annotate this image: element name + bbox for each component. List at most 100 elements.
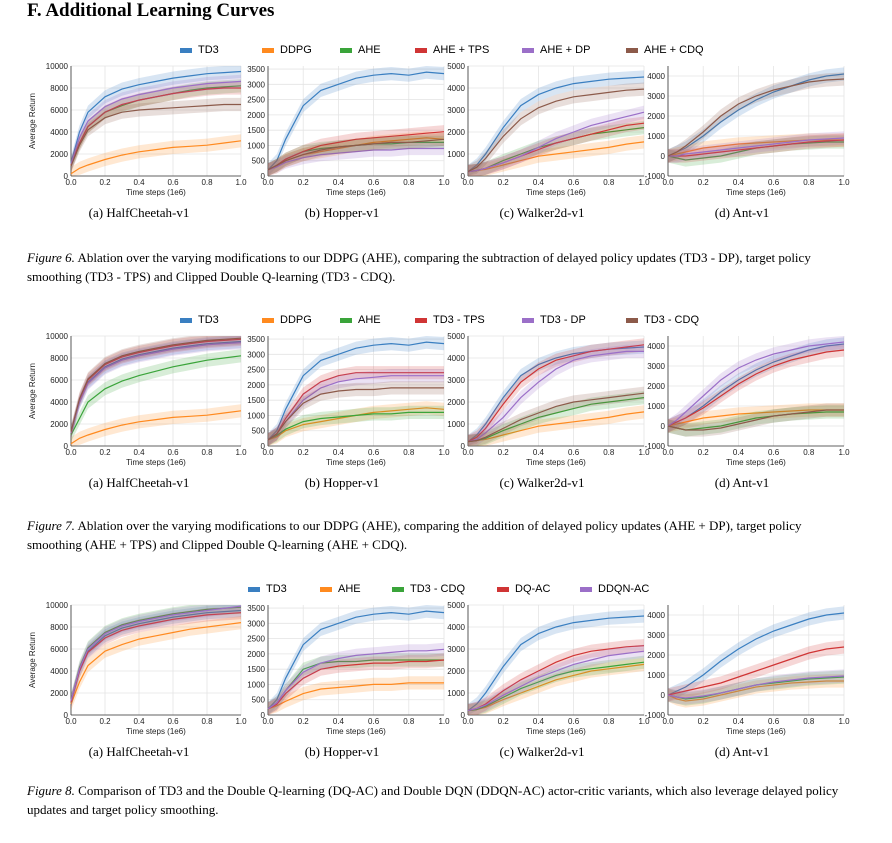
y-tick-label: 2000 xyxy=(447,667,465,676)
subcaption: (d) Ant-v1 xyxy=(714,205,770,220)
legend-label: TD3 xyxy=(198,44,219,56)
figure-7-caption: Figure 7. Ablation over the varying modi… xyxy=(27,516,857,554)
y-tick-label: 4000 xyxy=(50,667,68,676)
x-tick-label: 0.6 xyxy=(568,717,580,726)
x-tick-label: 0.2 xyxy=(498,178,510,187)
y-tick-label: 0 xyxy=(461,172,466,181)
x-tick-label: 1.0 xyxy=(638,448,650,457)
y-tick-label: -1000 xyxy=(645,172,666,181)
x-tick-label: 1.0 xyxy=(438,448,450,457)
legend-label: DQ-AC xyxy=(515,583,551,595)
legend-swatch xyxy=(497,586,509,592)
y-tick-label: 4000 xyxy=(50,398,68,407)
series-line xyxy=(467,615,645,712)
y-tick-label: 10000 xyxy=(46,62,69,71)
subcaption: (a) HalfCheetah-v1 xyxy=(88,475,190,490)
series-line xyxy=(667,646,845,696)
legend-item: TD3 - CDQ xyxy=(392,583,465,595)
series-line xyxy=(467,411,645,443)
x-tick-label: 0.2 xyxy=(298,448,310,457)
x-tick-label: 0.6 xyxy=(167,178,179,187)
panel-walker2d: 0 1000 2000 3000 4000 5000 0.0 0.2 0.4 0.6 0.8 1.0 T… xyxy=(430,62,654,227)
legend-label: AHE xyxy=(358,44,381,56)
chart-svg: 0 500 1000 1500 2000 2500 3000 3500 0.0 0.2 0.4 0.6… xyxy=(247,335,450,467)
y-tick-label: 0 xyxy=(64,442,69,451)
panel-ant: -1000 0 1000 2000 3000 4000 0.0 0.2 0.4 0.6 0.8 1.0… xyxy=(630,332,854,497)
series-line xyxy=(70,342,242,433)
x-tick-label: 1.0 xyxy=(438,717,450,726)
series-line xyxy=(267,610,445,710)
y-tick-label: 5000 xyxy=(447,62,465,71)
series-line xyxy=(667,341,845,427)
legend-item: AHE + CDQ xyxy=(626,44,704,56)
y-tick-label: 1000 xyxy=(647,402,665,411)
panel-ant: -1000 0 1000 2000 3000 4000 0.0 0.2 0.4 0.6 0.8 1.0… xyxy=(630,601,854,766)
x-tick-label: 0.4 xyxy=(333,717,345,726)
series-line xyxy=(70,622,242,705)
x-axis-label: Time steps (1e6) xyxy=(126,458,186,467)
legend-label: TD3 xyxy=(198,314,219,326)
section-heading: F. Additional Learning Curves xyxy=(27,0,275,21)
chart-svg: 0 500 1000 1500 2000 2500 3000 3500 0.0 0.2 0.4 0.6… xyxy=(247,65,450,197)
legend-swatch xyxy=(522,47,534,53)
x-tick-label: 0.6 xyxy=(368,717,380,726)
y-tick-label: 0 xyxy=(64,711,69,720)
legend-label: TD3 xyxy=(266,583,287,595)
legend-swatch xyxy=(415,317,427,323)
series-band xyxy=(668,337,844,433)
series-line xyxy=(70,70,242,163)
x-tick-label: 1.0 xyxy=(838,178,850,187)
subcaption: (c) Walker2d-v1 xyxy=(499,475,585,490)
series-band xyxy=(268,401,444,446)
x-tick-label: 0.0 xyxy=(662,717,674,726)
series-line xyxy=(70,355,242,436)
panel-halfcheetah: 0 2000 4000 6000 8000 10000 0.0 0.2 0.4 0.6 0.8 1.0… xyxy=(27,332,251,497)
caption-label: Figure 8. xyxy=(27,783,75,798)
series-line xyxy=(467,88,645,173)
y-tick-label: -1000 xyxy=(645,711,666,720)
series-band xyxy=(268,381,444,446)
legend-label: DDPG xyxy=(280,314,312,326)
series-line xyxy=(467,661,645,712)
figure-7: TD3 DDPG AHE TD3 - TPS TD3 - DP TD3 - CDQ 0 20… xyxy=(0,314,892,514)
series-band xyxy=(268,135,444,176)
series-band xyxy=(268,676,444,715)
chart-svg: 0 1000 2000 3000 4000 5000 0.0 0.2 0.4 0.6 0.8 1.0 T… xyxy=(447,332,650,467)
y-tick-label: 0 xyxy=(461,711,466,720)
series-band xyxy=(268,125,444,176)
x-tick-label: 0.6 xyxy=(768,178,780,187)
series-line xyxy=(70,612,242,702)
x-axis-label: Time steps (1e6) xyxy=(526,458,586,467)
y-tick-label: 1500 xyxy=(247,665,265,674)
series-band xyxy=(71,616,241,711)
y-tick-label: 1000 xyxy=(647,132,665,141)
y-tick-label: 4000 xyxy=(647,611,665,620)
y-tick-label: 2500 xyxy=(247,635,265,644)
subcaption: (d) Ant-v1 xyxy=(714,475,770,490)
y-axis-label: Average Return xyxy=(28,93,37,149)
series-band xyxy=(71,404,241,446)
y-tick-label: 3000 xyxy=(647,631,665,640)
caption-label: Figure 6. xyxy=(27,250,75,265)
x-tick-label: 0.4 xyxy=(333,448,345,457)
chart-svg: -1000 0 1000 2000 3000 4000 0.0 0.2 0.4 0.6 0.8 1.0… xyxy=(645,336,850,467)
y-tick-label: 2000 xyxy=(247,111,265,120)
figure-legend: TD3 DDPG AHE AHE + TPS AHE + DP AHE + CDQ xyxy=(0,44,892,64)
series-band xyxy=(268,132,444,176)
x-axis-label: Time steps (1e6) xyxy=(526,188,586,197)
y-tick-label: 2500 xyxy=(247,366,265,375)
y-tick-label: 3000 xyxy=(247,350,265,359)
x-tick-label: 0.8 xyxy=(803,717,815,726)
series-line xyxy=(70,80,242,165)
x-tick-label: 0.8 xyxy=(603,178,615,187)
x-tick-label: 0.0 xyxy=(462,178,474,187)
series-line xyxy=(667,680,844,702)
panel-ant: -1000 0 1000 2000 3000 4000 0.0 0.2 0.4 0.6 0.8 1.0… xyxy=(630,62,854,227)
x-tick-label: 0.4 xyxy=(733,448,745,457)
chart-svg: 0 2000 4000 6000 8000 10000 0.0 0.2 0.4 0.6 0.8 1.0… xyxy=(28,62,247,197)
series-band xyxy=(268,405,444,446)
series-band xyxy=(468,655,644,715)
y-axis-label: Average Return xyxy=(28,363,37,419)
x-axis-label: Time steps (1e6) xyxy=(726,188,786,197)
y-tick-label: 4000 xyxy=(447,623,465,632)
